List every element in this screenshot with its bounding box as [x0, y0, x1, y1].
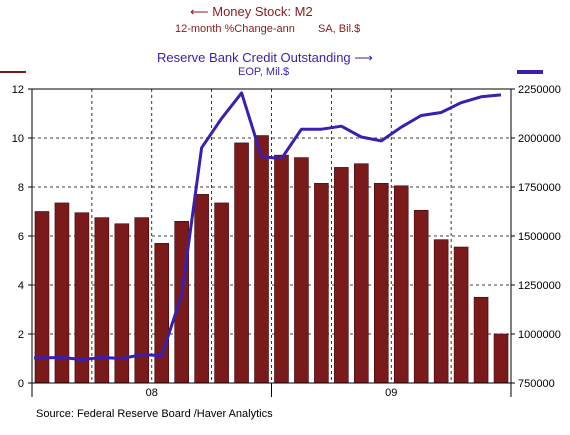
left-tick-label: 10: [12, 133, 24, 145]
m2-bar: [294, 157, 309, 384]
left-tick-label: 12: [12, 84, 24, 96]
axes: 0 2 4 6 8 10 12 750000 1000000 1250000 1500000 1750…: [12, 84, 561, 399]
right-tick-label: 1500000: [518, 231, 561, 243]
left-tick-label: 6: [18, 231, 24, 243]
m2-bar: [453, 246, 469, 384]
m2-subtitle-change: 12-month %Change-ann: [175, 23, 295, 35]
x-tick-label: 08: [146, 387, 158, 399]
m2-bar: [194, 194, 209, 384]
source-note: Source: Federal Reserve Board /Haver Ana…: [36, 408, 273, 420]
credit-subtitle: EOP, Mil.$: [238, 66, 290, 78]
m2-bar: [493, 333, 509, 384]
left-tick-label: 4: [18, 280, 24, 292]
m2-bar: [134, 217, 150, 384]
left-tick-label: 8: [18, 182, 24, 194]
m2-bar: [354, 163, 369, 384]
m2-bar: [433, 239, 449, 384]
credit-line: [34, 91, 502, 361]
grid: [32, 89, 511, 383]
m2-bar: [234, 142, 249, 384]
left-tick-label: 2: [18, 329, 24, 341]
right-tick-label: 2000000: [518, 133, 561, 145]
right-tick-label: 750000: [518, 378, 555, 390]
m2-bar: [74, 212, 90, 384]
m2-bar: [254, 135, 269, 384]
credit-line-path: [34, 91, 502, 361]
credit-title: Reserve Bank Credit Outstanding: [157, 50, 351, 65]
left-tick-label: 0: [18, 378, 24, 390]
m2-title: Money Stock: M2: [212, 4, 313, 19]
m2-bar: [154, 243, 170, 384]
right-tick-label: 1000000: [518, 329, 561, 341]
m2-bar: [174, 221, 189, 384]
m2-bar: [473, 296, 489, 384]
m2-bar: [334, 167, 349, 384]
m2-bar: [274, 154, 289, 384]
right-tick-label: 1250000: [518, 280, 561, 292]
m2-bar: [373, 183, 389, 384]
m2-bar: [314, 183, 329, 384]
m2-bar: [54, 202, 70, 384]
right-tick-label: 2250000: [518, 84, 561, 96]
m2-bar: [393, 185, 409, 384]
right-tick-label: 1750000: [518, 182, 561, 194]
m2-subtitle-units: SA, Bil.$: [318, 23, 361, 35]
m2-bar: [214, 202, 229, 384]
x-tick-label: 09: [385, 387, 397, 399]
m2-bar: [413, 209, 429, 384]
